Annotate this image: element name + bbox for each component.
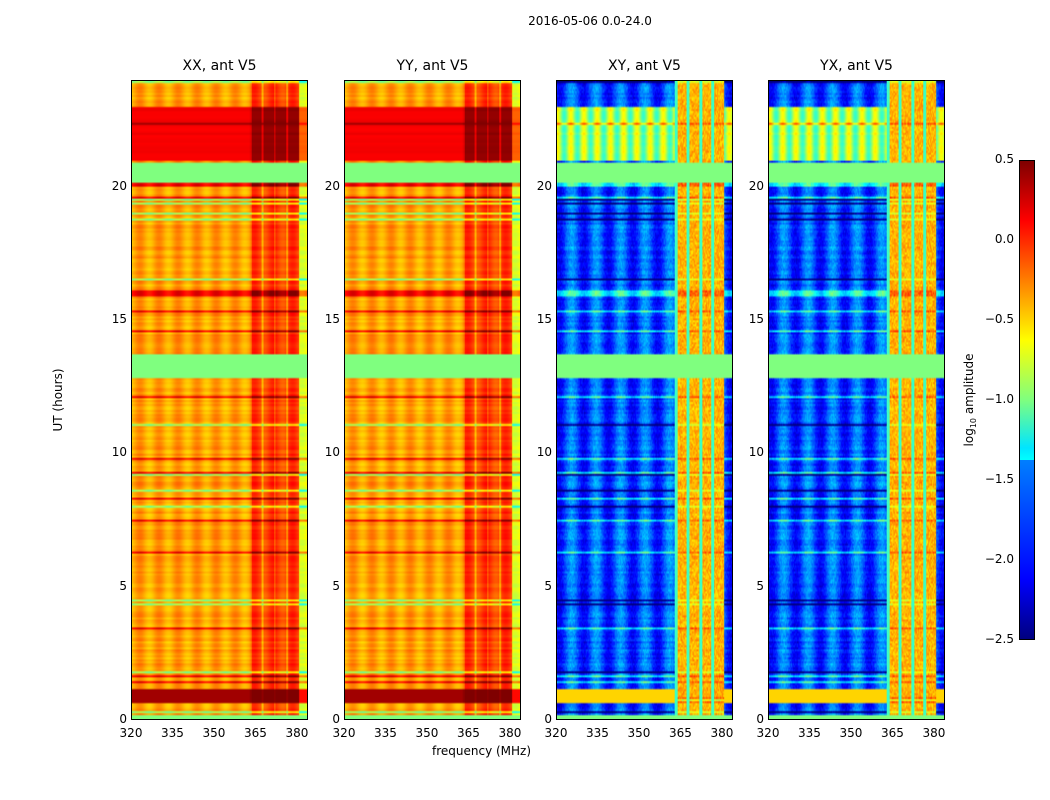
x-tick-label: 335 bbox=[798, 726, 821, 740]
y-tick-label: 0 bbox=[332, 712, 340, 726]
heatmap-panel-auto-0: XX, ant V5 bbox=[131, 58, 308, 720]
x-tick-label: 365 bbox=[457, 726, 480, 740]
y-tick-label: 5 bbox=[119, 578, 127, 593]
heatmap-panel-cross-3: YX, ant V5 bbox=[768, 58, 945, 720]
y-tick-label: 20 bbox=[324, 178, 340, 193]
colorbar-tick-label: −2.5 bbox=[984, 632, 1014, 646]
x-tick-label: 335 bbox=[374, 726, 397, 740]
y-tick-label: 15 bbox=[324, 312, 340, 326]
x-tick-label: 350 bbox=[627, 726, 651, 740]
y-tick-label: 15 bbox=[111, 312, 127, 326]
x-tick-label: 320 bbox=[544, 726, 568, 740]
heatmap-panel-auto-1: YY, ant V5 bbox=[344, 58, 521, 720]
colorbar bbox=[1019, 160, 1035, 640]
heatmap-image bbox=[556, 80, 733, 720]
y-tick-label: 15 bbox=[748, 312, 764, 326]
x-tick-label: 350 bbox=[839, 726, 863, 740]
heatmap-image bbox=[131, 80, 308, 720]
y-tick-label: 20 bbox=[536, 178, 552, 193]
x-tick-label: 365 bbox=[881, 726, 904, 740]
x-axis-label: frequency (MHz) bbox=[432, 744, 532, 758]
figure-title: 2016-05-06 0.0-24.0 bbox=[528, 14, 652, 28]
x-tick-label: 320 bbox=[332, 726, 356, 740]
x-tick-label: 380 bbox=[498, 726, 522, 740]
y-tick-label: 20 bbox=[748, 178, 764, 193]
x-tick-label: 350 bbox=[415, 726, 439, 740]
y-tick-label: 20 bbox=[111, 178, 127, 193]
heatmap-image bbox=[768, 80, 945, 720]
panel-title: YY, ant V5 bbox=[396, 58, 469, 74]
x-tick-label: 320 bbox=[119, 726, 143, 740]
x-tick-label: 365 bbox=[669, 726, 692, 740]
colorbar-tick-label: 0.5 bbox=[994, 152, 1014, 166]
x-tick-label: 380 bbox=[922, 726, 946, 740]
panel-title: YX, ant V5 bbox=[820, 58, 893, 74]
colorbar-tick-label: −1.5 bbox=[984, 472, 1014, 486]
x-tick-label: 335 bbox=[161, 726, 184, 740]
y-tick-label: 0 bbox=[756, 712, 764, 726]
x-tick-label: 365 bbox=[244, 726, 267, 740]
x-tick-label: 350 bbox=[202, 726, 226, 740]
x-tick-label: 380 bbox=[285, 726, 309, 740]
x-tick-label: 380 bbox=[710, 726, 734, 740]
y-tick-label: 10 bbox=[748, 445, 764, 460]
colorbar-tick-label: −1.0 bbox=[984, 392, 1014, 406]
y-tick-label: 5 bbox=[332, 578, 340, 593]
x-tick-label: 335 bbox=[586, 726, 609, 740]
y-tick-label: 10 bbox=[111, 445, 127, 460]
colorbar-tick-label: −2.0 bbox=[984, 552, 1014, 566]
colorbar-tick-label: 0.0 bbox=[994, 232, 1014, 246]
panel-title: XY, ant V5 bbox=[608, 58, 681, 74]
y-tick-label: 0 bbox=[544, 712, 552, 726]
heatmap-panel-cross-2: XY, ant V5 bbox=[556, 58, 733, 720]
colorbar-tick-label: −0.5 bbox=[984, 312, 1014, 326]
x-tick-label: 320 bbox=[756, 726, 780, 740]
y-tick-label: 0 bbox=[119, 712, 127, 726]
y-tick-label: 15 bbox=[536, 312, 552, 326]
panel-title: XX, ant V5 bbox=[182, 58, 257, 74]
heatmap-image bbox=[344, 80, 521, 720]
y-tick-label: 10 bbox=[536, 445, 552, 460]
y-tick-label: 10 bbox=[324, 445, 340, 460]
y-tick-label: 5 bbox=[756, 578, 764, 593]
y-tick-label: 5 bbox=[544, 578, 552, 593]
y-axis-label: UT (hours) bbox=[51, 368, 65, 432]
